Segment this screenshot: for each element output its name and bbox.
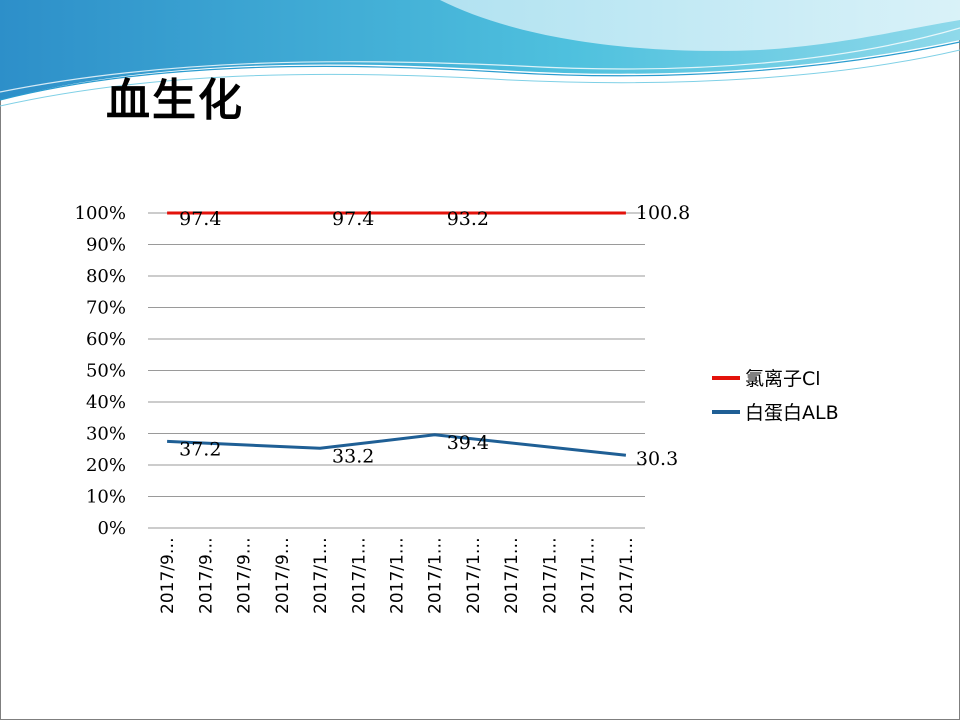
legend-label: 白蛋白ALB: [745, 402, 839, 424]
y-tick-label: 50%: [86, 361, 126, 382]
data-label: 93.2: [447, 208, 489, 230]
y-tick-label: 20%: [86, 455, 126, 476]
x-tick-label: 2017/1…: [540, 537, 560, 614]
x-tick-label: 2017/1…: [426, 537, 446, 614]
data-label: 37.2: [179, 438, 221, 460]
data-label: 30.3: [636, 448, 678, 470]
y-tick-label: 60%: [86, 329, 126, 350]
x-tick-label: 2017/9…: [273, 537, 293, 614]
series-line: [167, 433, 627, 457]
x-tick-label: 2017/1…: [464, 537, 484, 614]
header-wave-banner: [0, 0, 960, 107]
legend-label: 氯离子Cl: [745, 368, 821, 390]
x-tick-label: 2017/1…: [349, 537, 369, 614]
data-label: 97.4: [332, 208, 374, 230]
y-tick-label: 90%: [86, 235, 126, 256]
x-tick-label: 2017/1…: [617, 537, 637, 614]
y-tick-label: 70%: [86, 298, 126, 319]
y-tick-label: 100%: [75, 203, 126, 224]
data-label: 33.2: [332, 445, 374, 467]
x-tick-label: 2017/9…: [158, 537, 178, 614]
y-tick-label: 80%: [86, 266, 126, 287]
data-label: 100.8: [636, 202, 690, 224]
data-label: 97.4: [179, 208, 221, 230]
x-tick-label: 2017/1…: [579, 537, 599, 614]
y-tick-label: 40%: [86, 392, 126, 413]
x-tick-label: 2017/1…: [388, 537, 408, 614]
y-tick-label: 0%: [97, 518, 126, 539]
y-tick-label: 30%: [86, 424, 126, 445]
x-tick-label: 2017/9…: [196, 537, 216, 614]
page-title: 血生化: [106, 75, 244, 126]
x-tick-label: 2017/1…: [311, 537, 331, 614]
x-tick-label: 2017/9…: [235, 537, 255, 614]
y-tick-label: 10%: [86, 487, 126, 508]
x-tick-label: 2017/1…: [502, 537, 522, 614]
data-label: 39.4: [447, 432, 489, 454]
